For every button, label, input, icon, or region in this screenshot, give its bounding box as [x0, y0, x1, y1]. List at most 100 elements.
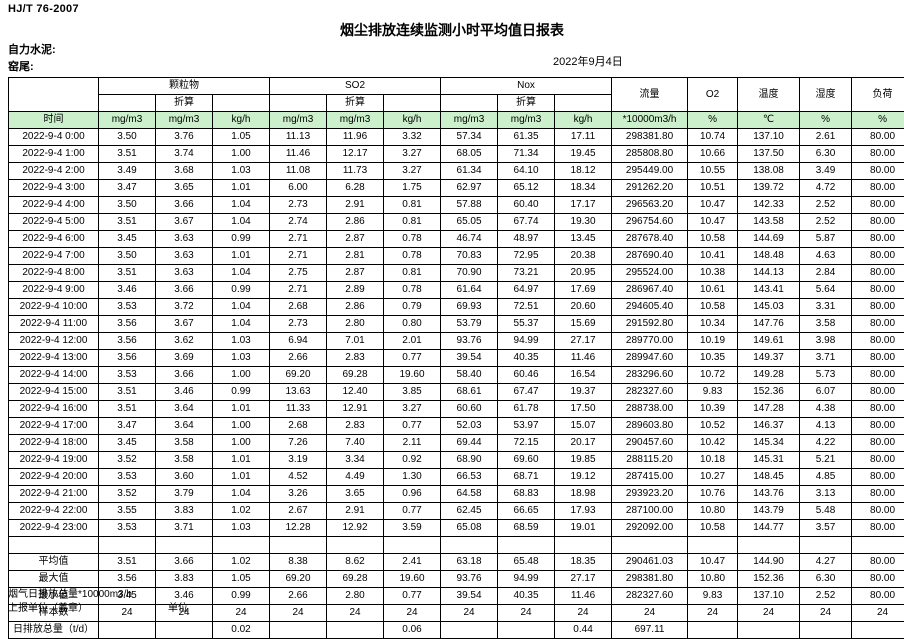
cell-nox: 68.90 [441, 452, 498, 469]
cell-o2: 10.76 [688, 486, 738, 503]
cell-humidity: 5.87 [800, 231, 852, 248]
cell-nox: 64.58 [441, 486, 498, 503]
cell-pm: 3.53 [99, 299, 156, 316]
cell-time: 2022-9-4 9:00 [9, 282, 99, 299]
cell-so2-converted: 11.96 [327, 129, 384, 146]
cell-pm: 3.45 [99, 231, 156, 248]
cell-temperature: 149.61 [738, 333, 800, 350]
cell-flow: 295449.00 [612, 163, 688, 180]
cell-flow: 282327.60 [612, 384, 688, 401]
summary-cell-pm-converted: 3.83 [156, 571, 213, 588]
cell-nox-kgh: 20.38 [555, 248, 612, 265]
cell-nox: 66.53 [441, 469, 498, 486]
cell-o2: 10.47 [688, 214, 738, 231]
cell-load: 80.00 [852, 435, 904, 452]
daily-total-cell-o2 [688, 622, 738, 639]
cell-pm-converted: 3.46 [156, 384, 213, 401]
cell-flow: 289770.00 [612, 333, 688, 350]
cell-humidity: 4.22 [800, 435, 852, 452]
cell-nox-kgh: 18.12 [555, 163, 612, 180]
cell-nox-kgh: 19.37 [555, 384, 612, 401]
cell-pm-converted: 3.62 [156, 333, 213, 350]
cell-so2-converted: 12.92 [327, 520, 384, 537]
cell-pm-kgh: 1.02 [213, 503, 270, 520]
summary-cell-load: 80.00 [852, 588, 904, 605]
emission-report-table: 颗粒物 SO2 Nox 流量 O2 温度 湿度 负荷 折算 折算 折算 [8, 77, 904, 639]
spacer-cell [441, 537, 498, 554]
cell-nox-kgh: 19.01 [555, 520, 612, 537]
cell-nox: 68.05 [441, 146, 498, 163]
cell-o2: 10.72 [688, 367, 738, 384]
cell-pm-converted: 3.68 [156, 163, 213, 180]
cell-o2: 10.66 [688, 146, 738, 163]
cell-so2: 69.20 [270, 367, 327, 384]
col-group-humidity: 湿度 [800, 78, 852, 112]
cell-pm-kgh: 0.99 [213, 282, 270, 299]
cell-nox: 93.76 [441, 333, 498, 350]
cell-nox-kgh: 19.12 [555, 469, 612, 486]
cell-load: 80.00 [852, 163, 904, 180]
cell-time: 2022-9-4 3:00 [9, 180, 99, 197]
summary-label: 平均值 [9, 554, 99, 571]
cell-so2-kgh: 2.01 [384, 333, 441, 350]
cell-time: 2022-9-4 16:00 [9, 401, 99, 418]
cell-so2-converted: 3.34 [327, 452, 384, 469]
cell-o2: 10.39 [688, 401, 738, 418]
unit-time: 时间 [9, 112, 99, 129]
cell-load: 80.00 [852, 180, 904, 197]
summary-cell-so2-kgh: 24 [384, 605, 441, 622]
cell-so2-kgh: 3.85 [384, 384, 441, 401]
summary-cell-so2: 24 [270, 605, 327, 622]
cell-so2: 3.19 [270, 452, 327, 469]
cell-nox: 52.03 [441, 418, 498, 435]
cell-humidity: 4.13 [800, 418, 852, 435]
cell-time: 2022-9-4 11:00 [9, 316, 99, 333]
cell-flow: 287678.40 [612, 231, 688, 248]
cell-nox-converted: 67.47 [498, 384, 555, 401]
cell-nox-kgh: 20.60 [555, 299, 612, 316]
cell-pm-kgh: 1.04 [213, 214, 270, 231]
cell-pm-kgh: 1.03 [213, 520, 270, 537]
cell-pm-kgh: 1.01 [213, 469, 270, 486]
summary-cell-flow: 24 [612, 605, 688, 622]
cell-temperature: 147.28 [738, 401, 800, 418]
cell-time: 2022-9-4 4:00 [9, 197, 99, 214]
spacer-cell [555, 537, 612, 554]
cell-so2-converted: 2.91 [327, 503, 384, 520]
cell-load: 80.00 [852, 367, 904, 384]
cell-pm-kgh: 1.00 [213, 146, 270, 163]
cell-so2-kgh: 0.92 [384, 452, 441, 469]
unit-nox-kgh: kg/h [555, 112, 612, 129]
cell-so2: 2.66 [270, 350, 327, 367]
cell-temperature: 144.69 [738, 231, 800, 248]
summary-cell-nox-kgh: 24 [555, 605, 612, 622]
summary-cell-so2: 8.38 [270, 554, 327, 571]
page-title: 烟尘排放连续监测小时平均值日报表 [0, 20, 904, 40]
cell-nox-converted: 94.99 [498, 333, 555, 350]
nox-blank2-subheader [555, 95, 612, 112]
so2-blank2-subheader [384, 95, 441, 112]
cell-pm-converted: 3.66 [156, 367, 213, 384]
cell-o2: 10.35 [688, 350, 738, 367]
cell-pm: 3.49 [99, 163, 156, 180]
cell-pm-kgh: 1.04 [213, 316, 270, 333]
summary-cell-temperature: 137.10 [738, 588, 800, 605]
cell-so2-converted: 11.73 [327, 163, 384, 180]
summary-cell-pm: 3.56 [99, 571, 156, 588]
cell-so2-converted: 2.80 [327, 316, 384, 333]
cell-o2: 10.19 [688, 333, 738, 350]
unit-load: % [852, 112, 904, 129]
cell-nox: 46.74 [441, 231, 498, 248]
cell-so2-converted: 2.83 [327, 350, 384, 367]
cell-nox-kgh: 15.07 [555, 418, 612, 435]
cell-flow: 285808.80 [612, 146, 688, 163]
summary-cell-nox: 63.18 [441, 554, 498, 571]
cell-time: 2022-9-4 17:00 [9, 418, 99, 435]
cell-nox-converted: 40.35 [498, 350, 555, 367]
summary-cell-temperature: 24 [738, 605, 800, 622]
cell-pm: 3.51 [99, 146, 156, 163]
